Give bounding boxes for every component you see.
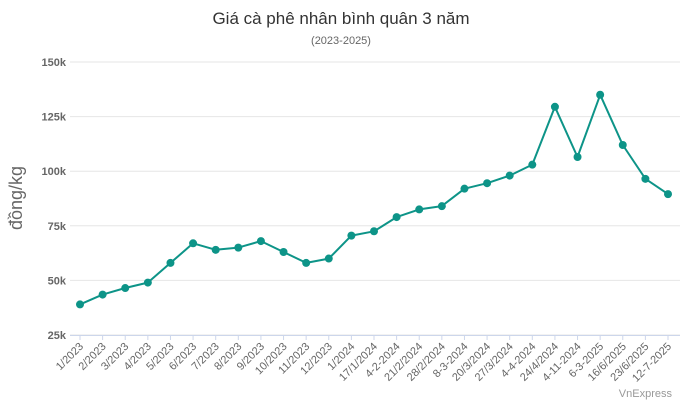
- grid-lines: [70, 61, 680, 336]
- y-tick-label: 150k: [42, 57, 67, 69]
- credit-label: VnExpress: [619, 388, 673, 400]
- data-point[interactable]: [392, 213, 401, 222]
- series-line: [79, 93, 669, 306]
- y-axis-ticks: 25k 50k 75k 100k 125k 150k: [42, 57, 67, 342]
- data-point[interactable]: [166, 258, 175, 267]
- y-tick-label: 125k: [42, 112, 67, 124]
- data-point[interactable]: [121, 284, 130, 293]
- data-point[interactable]: [279, 248, 288, 257]
- data-point[interactable]: [98, 290, 107, 299]
- data-point[interactable]: [211, 245, 220, 254]
- data-point[interactable]: [302, 258, 311, 267]
- data-point[interactable]: [415, 205, 424, 214]
- data-point[interactable]: [143, 278, 152, 287]
- data-point[interactable]: [370, 227, 378, 236]
- data-point[interactable]: [256, 237, 265, 246]
- chart-subtitle: (2023-2025): [311, 35, 371, 47]
- y-axis-label: đồng/kg: [6, 166, 26, 230]
- data-point[interactable]: [596, 90, 605, 99]
- y-tick-label: 25k: [48, 330, 67, 342]
- x-axis-ticks: 1/20232/20233/20234/20235/20236/20237/20…: [54, 335, 674, 385]
- y-tick-label: 100k: [42, 166, 67, 178]
- data-point[interactable]: [505, 171, 514, 180]
- data-point[interactable]: [76, 300, 84, 309]
- chart-title: Giá cà phê nhân bình quân 3 năm: [212, 9, 470, 28]
- data-point[interactable]: [573, 153, 582, 162]
- data-point[interactable]: [347, 231, 356, 240]
- data-point[interactable]: [234, 243, 243, 252]
- y-tick-label: 50k: [48, 275, 67, 287]
- data-point[interactable]: [324, 254, 333, 263]
- data-point[interactable]: [528, 160, 537, 169]
- data-point[interactable]: [460, 184, 469, 193]
- data-point[interactable]: [664, 190, 672, 199]
- series-price: [76, 90, 672, 309]
- data-point[interactable]: [641, 174, 650, 183]
- data-point[interactable]: [550, 102, 559, 111]
- data-point[interactable]: [189, 239, 198, 248]
- y-tick-label: 75k: [48, 221, 67, 233]
- data-point[interactable]: [618, 140, 627, 149]
- data-point[interactable]: [437, 202, 446, 211]
- data-point[interactable]: [483, 179, 492, 188]
